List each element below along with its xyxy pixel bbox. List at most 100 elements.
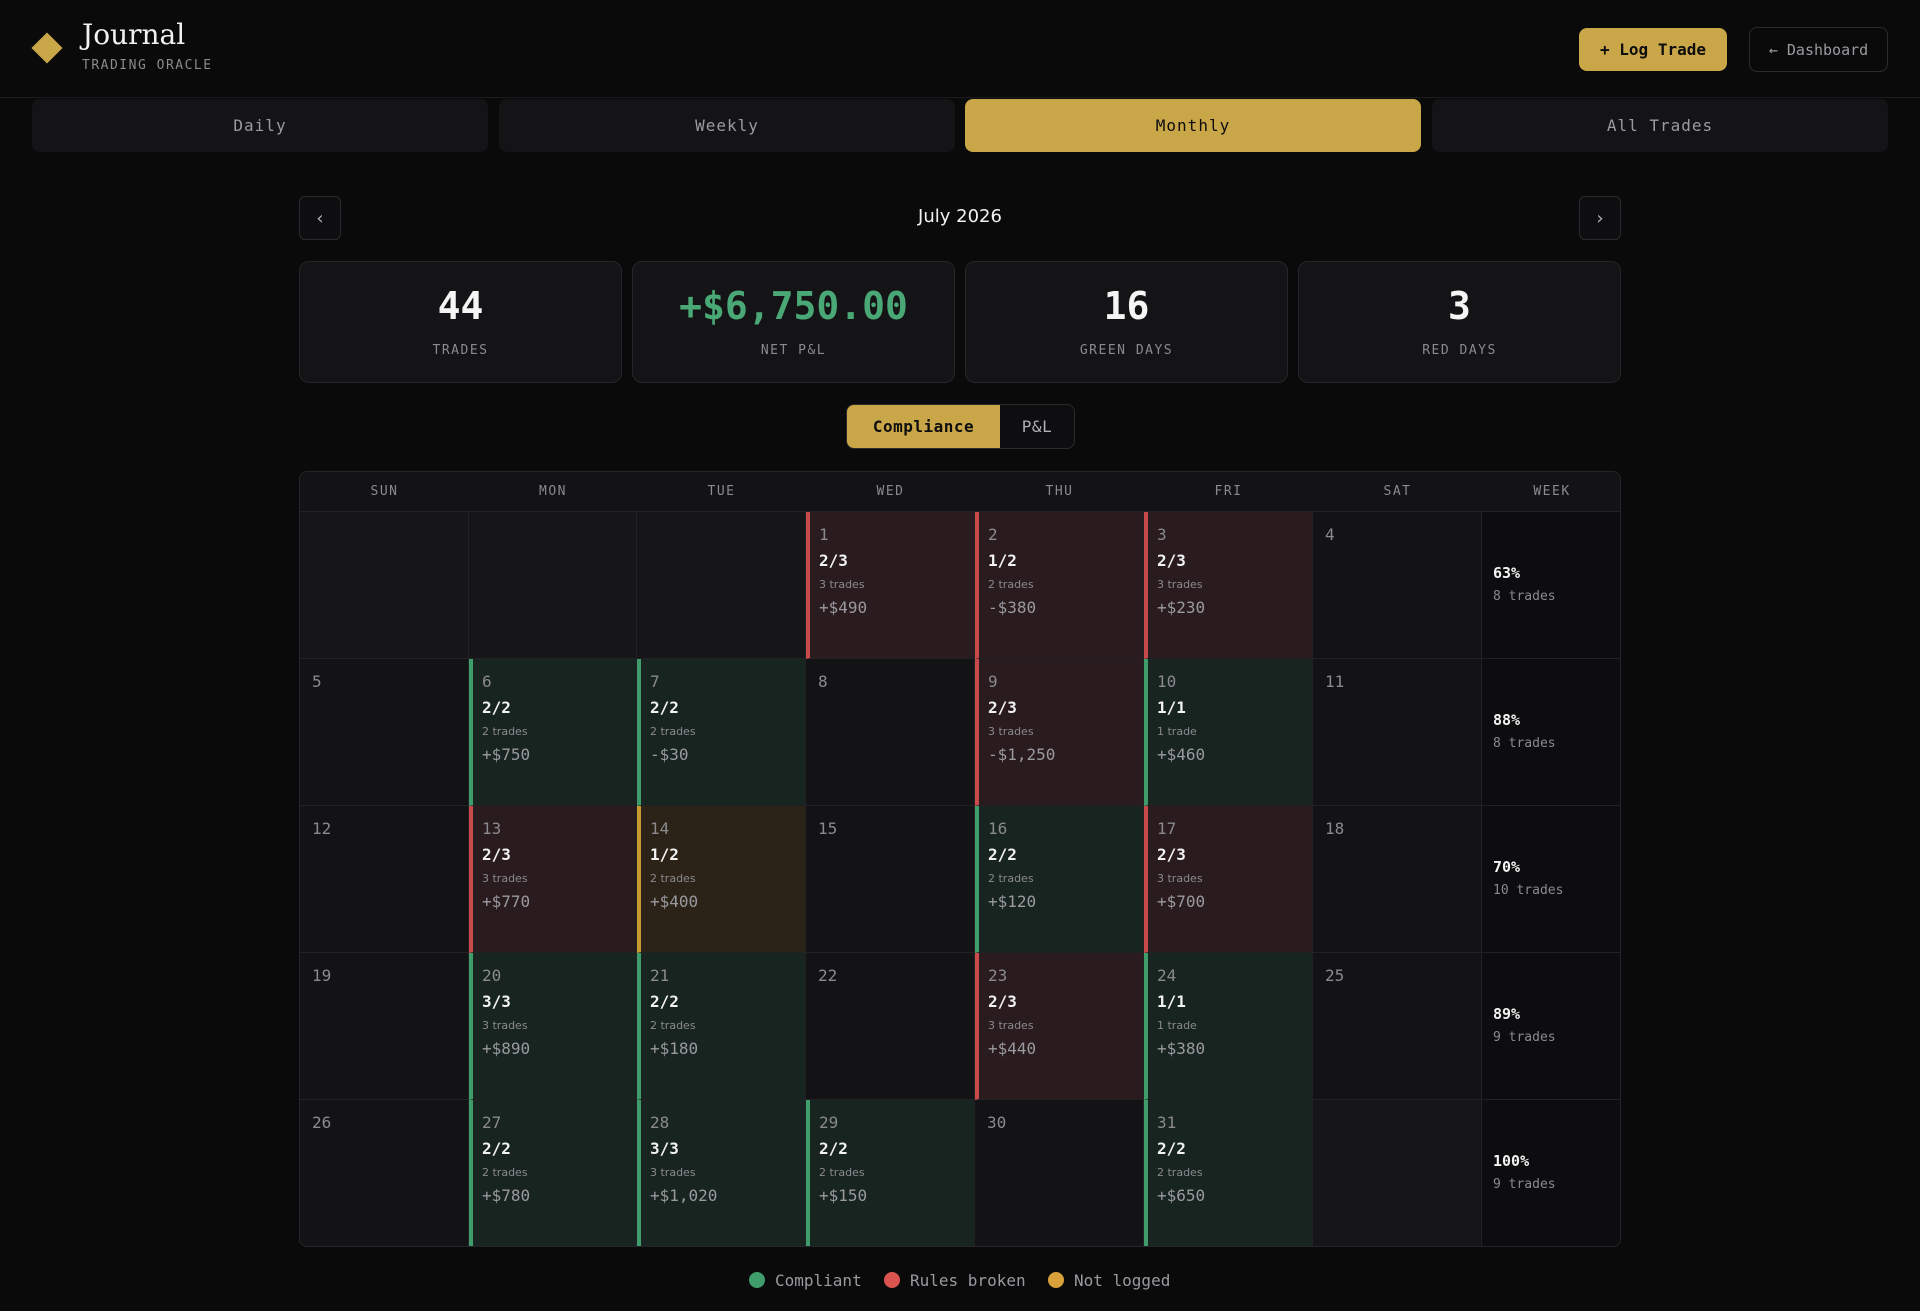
compliant-dot-icon bbox=[749, 1272, 765, 1288]
calendar-day-cell[interactable]: 8 bbox=[806, 659, 975, 806]
not-logged-dot-icon bbox=[1048, 1272, 1064, 1288]
view-tabs: Daily Weekly Monthly All Trades bbox=[32, 99, 1888, 152]
calendar-day-cell[interactable]: 12 bbox=[300, 806, 469, 953]
tab-weekly[interactable]: Weekly bbox=[499, 99, 955, 152]
stat-label: RED DAYS bbox=[1422, 343, 1497, 358]
day-number: 9 bbox=[988, 672, 998, 691]
calendar-day-cell[interactable]: 14 1/2 2 trades +$400 bbox=[637, 806, 806, 953]
day-pnl: +$380 bbox=[1157, 1039, 1206, 1058]
calendar-day-cell[interactable]: 17 2/3 3 trades +$700 bbox=[1144, 806, 1313, 953]
trade-count: 2 trades bbox=[650, 1019, 696, 1032]
trade-count: 2 trades bbox=[482, 1166, 528, 1179]
week-compliance-pct: 70% bbox=[1493, 858, 1521, 876]
calendar-day-cell bbox=[469, 512, 637, 659]
day-number: 29 bbox=[819, 1113, 839, 1132]
calendar-day-cell[interactable]: 19 bbox=[300, 953, 469, 1100]
calendar-day-cell[interactable]: 24 1/1 1 trade +$380 bbox=[1144, 953, 1313, 1100]
pnl-toggle-button[interactable]: P&L bbox=[1021, 417, 1053, 436]
calendar-day-cell[interactable]: 6 2/2 2 trades +$750 bbox=[469, 659, 637, 806]
week-compliance-pct: 88% bbox=[1493, 711, 1521, 729]
calendar-day-cell[interactable]: 4 bbox=[1313, 512, 1482, 659]
week-trade-count: 9 trades bbox=[1493, 1030, 1556, 1045]
calendar-day-cell[interactable]: 13 2/3 3 trades +$770 bbox=[469, 806, 637, 953]
calendar-header-sat: SAT bbox=[1313, 472, 1482, 512]
calendar-header-thu: THU bbox=[975, 472, 1144, 512]
app-header: Journal TRADING ORACLE + Log Trade ← Das… bbox=[0, 0, 1920, 98]
week-trade-count: 8 trades bbox=[1493, 589, 1556, 604]
day-pnl: +$750 bbox=[482, 745, 531, 764]
calendar-day-cell[interactable]: 21 2/2 2 trades +$180 bbox=[637, 953, 806, 1100]
week-compliance-pct: 100% bbox=[1493, 1152, 1530, 1170]
compliance-ratio: 2/3 bbox=[1157, 845, 1186, 864]
calendar-day-cell bbox=[637, 512, 806, 659]
day-number: 30 bbox=[987, 1113, 1007, 1132]
day-pnl: +$700 bbox=[1157, 892, 1206, 911]
calendar-day-cell[interactable]: 20 3/3 3 trades +$890 bbox=[469, 953, 637, 1100]
day-pnl: +$460 bbox=[1157, 745, 1206, 764]
compliance-ratio: 1/2 bbox=[988, 551, 1017, 570]
calendar-day-cell[interactable]: 23 2/3 3 trades +$440 bbox=[975, 953, 1144, 1100]
compliance-ratio: 2/2 bbox=[650, 992, 679, 1011]
calendar-day-cell[interactable]: 18 bbox=[1313, 806, 1482, 953]
calendar-day-cell[interactable]: 7 2/2 2 trades -$30 bbox=[637, 659, 806, 806]
calendar-day-cell[interactable]: 11 bbox=[1313, 659, 1482, 806]
day-number: 3 bbox=[1157, 525, 1167, 544]
day-number: 25 bbox=[1325, 966, 1345, 985]
calendar-day-cell[interactable]: 5 bbox=[300, 659, 469, 806]
calendar-day-cell[interactable]: 16 2/2 2 trades +$120 bbox=[975, 806, 1144, 953]
compliance-ratio: 3/3 bbox=[650, 1139, 679, 1158]
calendar-day-cell[interactable]: 9 2/3 3 trades -$1,250 bbox=[975, 659, 1144, 806]
trade-count: 3 trades bbox=[482, 872, 528, 885]
day-number: 22 bbox=[818, 966, 838, 985]
calendar-day-cell[interactable]: 28 3/3 3 trades +$1,020 bbox=[637, 1100, 806, 1246]
week-compliance-pct: 63% bbox=[1493, 564, 1521, 582]
day-number: 17 bbox=[1157, 819, 1177, 838]
day-pnl: +$180 bbox=[650, 1039, 699, 1058]
day-number: 31 bbox=[1157, 1113, 1177, 1132]
log-trade-button[interactable]: + Log Trade bbox=[1579, 28, 1727, 71]
app-subtitle: TRADING ORACLE bbox=[82, 58, 213, 73]
day-number: 27 bbox=[482, 1113, 502, 1132]
day-number: 24 bbox=[1157, 966, 1177, 985]
stat-card-red-days: 3 RED DAYS bbox=[1298, 261, 1621, 383]
stat-value: +$6,750.00 bbox=[679, 284, 908, 328]
trade-count: 3 trades bbox=[650, 1166, 696, 1179]
day-number: 23 bbox=[988, 966, 1008, 985]
next-month-button[interactable]: › bbox=[1579, 196, 1621, 240]
calendar-day-cell[interactable]: 25 bbox=[1313, 953, 1482, 1100]
trade-count: 2 trades bbox=[650, 872, 696, 885]
day-pnl: +$770 bbox=[482, 892, 531, 911]
day-pnl: +$890 bbox=[482, 1039, 531, 1058]
compliance-toggle-button[interactable]: Compliance bbox=[847, 405, 1000, 448]
calendar-day-cell[interactable]: 10 1/1 1 trade +$460 bbox=[1144, 659, 1313, 806]
calendar-day-cell[interactable]: 30 bbox=[975, 1100, 1144, 1246]
calendar-header-sun: SUN bbox=[300, 472, 469, 512]
calendar-grid: SUN MON TUE WED THU FRI SAT WEEK 1 2/3 3 trades +$4… bbox=[299, 471, 1621, 1247]
calendar-day-cell[interactable]: 26 bbox=[300, 1100, 469, 1246]
calendar-day-cell[interactable]: 3 2/3 3 trades +$230 bbox=[1144, 512, 1313, 659]
dashboard-button[interactable]: ← Dashboard bbox=[1749, 27, 1888, 72]
week-summary: 70% 10 trades bbox=[1482, 806, 1620, 953]
calendar-day-cell[interactable]: 2 1/2 2 trades -$380 bbox=[975, 512, 1144, 659]
prev-month-button[interactable]: ‹ bbox=[299, 196, 341, 240]
tab-daily[interactable]: Daily bbox=[32, 99, 488, 152]
tab-all-trades[interactable]: All Trades bbox=[1432, 99, 1888, 152]
stat-card-net-pnl: +$6,750.00 NET P&L bbox=[632, 261, 955, 383]
trade-count: 2 trades bbox=[1157, 1166, 1203, 1179]
calendar-day-cell[interactable]: 1 2/3 3 trades +$490 bbox=[806, 512, 975, 659]
calendar-day-cell bbox=[1313, 1100, 1482, 1246]
calendar-day-cell[interactable]: 22 bbox=[806, 953, 975, 1100]
calendar-day-cell[interactable]: 31 2/2 2 trades +$650 bbox=[1144, 1100, 1313, 1246]
day-number: 7 bbox=[650, 672, 660, 691]
calendar-header-fri: FRI bbox=[1144, 472, 1313, 512]
stat-label: GREEN DAYS bbox=[1079, 343, 1174, 358]
legend-label: Rules broken bbox=[910, 1270, 1026, 1290]
calendar-day-cell[interactable]: 29 2/2 2 trades +$150 bbox=[806, 1100, 975, 1246]
day-pnl: +$1,020 bbox=[650, 1186, 718, 1205]
day-number: 14 bbox=[650, 819, 670, 838]
calendar-day-cell[interactable]: 27 2/2 2 trades +$780 bbox=[469, 1100, 637, 1246]
tab-monthly[interactable]: Monthly bbox=[965, 99, 1421, 152]
calendar-header-tue: TUE bbox=[637, 472, 806, 512]
calendar-header-week: WEEK bbox=[1482, 472, 1620, 512]
calendar-day-cell[interactable]: 15 bbox=[806, 806, 975, 953]
